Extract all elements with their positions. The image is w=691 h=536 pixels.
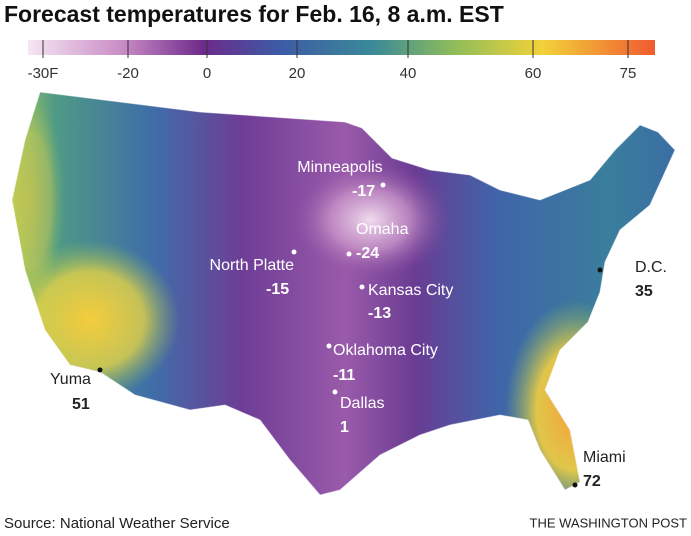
city-dot bbox=[380, 182, 386, 188]
city-name: Kansas City bbox=[368, 282, 453, 299]
city-dot bbox=[346, 251, 352, 257]
city-name: Miami bbox=[583, 449, 626, 466]
city-temp: 51 bbox=[72, 396, 90, 413]
city-name: Yuma bbox=[50, 371, 91, 388]
city-dot bbox=[291, 249, 297, 255]
tick-label: -30F bbox=[28, 65, 59, 82]
credit: THE WASHINGTON POST bbox=[530, 515, 688, 530]
city-temp: -13 bbox=[368, 305, 391, 322]
tick-label: 60 bbox=[525, 65, 542, 82]
tick-label: 75 bbox=[620, 65, 637, 82]
city-name: Omaha bbox=[356, 221, 409, 238]
city-name: Dallas bbox=[340, 395, 384, 412]
city-dot bbox=[572, 482, 578, 488]
city-name: Oklahoma City bbox=[333, 342, 438, 359]
city-temp: -17 bbox=[352, 183, 375, 200]
city-temp: 72 bbox=[583, 473, 601, 490]
color-scale-ticks: -30F -20 0 20 40 60 75 bbox=[28, 40, 637, 82]
tick-label: -20 bbox=[117, 65, 139, 82]
city-name: North Platte bbox=[210, 257, 295, 274]
city-labels: Minneapolis -17 Omaha -24 North Platte -15 Kan… bbox=[50, 159, 667, 490]
city-dot bbox=[597, 267, 603, 273]
source: Source: National Weather Service bbox=[4, 515, 230, 532]
city-temp: -15 bbox=[266, 281, 289, 298]
city-name: Minneapolis bbox=[297, 159, 382, 176]
city-name: D.C. bbox=[635, 259, 667, 276]
tick-label: 40 bbox=[400, 65, 417, 82]
city-dot bbox=[97, 367, 103, 373]
city-temp: -24 bbox=[356, 245, 379, 262]
city-temp: 35 bbox=[635, 283, 653, 300]
tick-label: 20 bbox=[289, 65, 306, 82]
city-dot bbox=[359, 284, 365, 290]
city-dot bbox=[326, 343, 332, 349]
city-dot bbox=[332, 389, 338, 395]
city-temp: 1 bbox=[340, 419, 349, 436]
tick-label: 0 bbox=[203, 65, 211, 82]
color-scale bbox=[28, 40, 655, 55]
city-temp: -11 bbox=[333, 367, 355, 384]
title: Forecast temperatures for Feb. 16, 8 a.m… bbox=[4, 1, 504, 27]
